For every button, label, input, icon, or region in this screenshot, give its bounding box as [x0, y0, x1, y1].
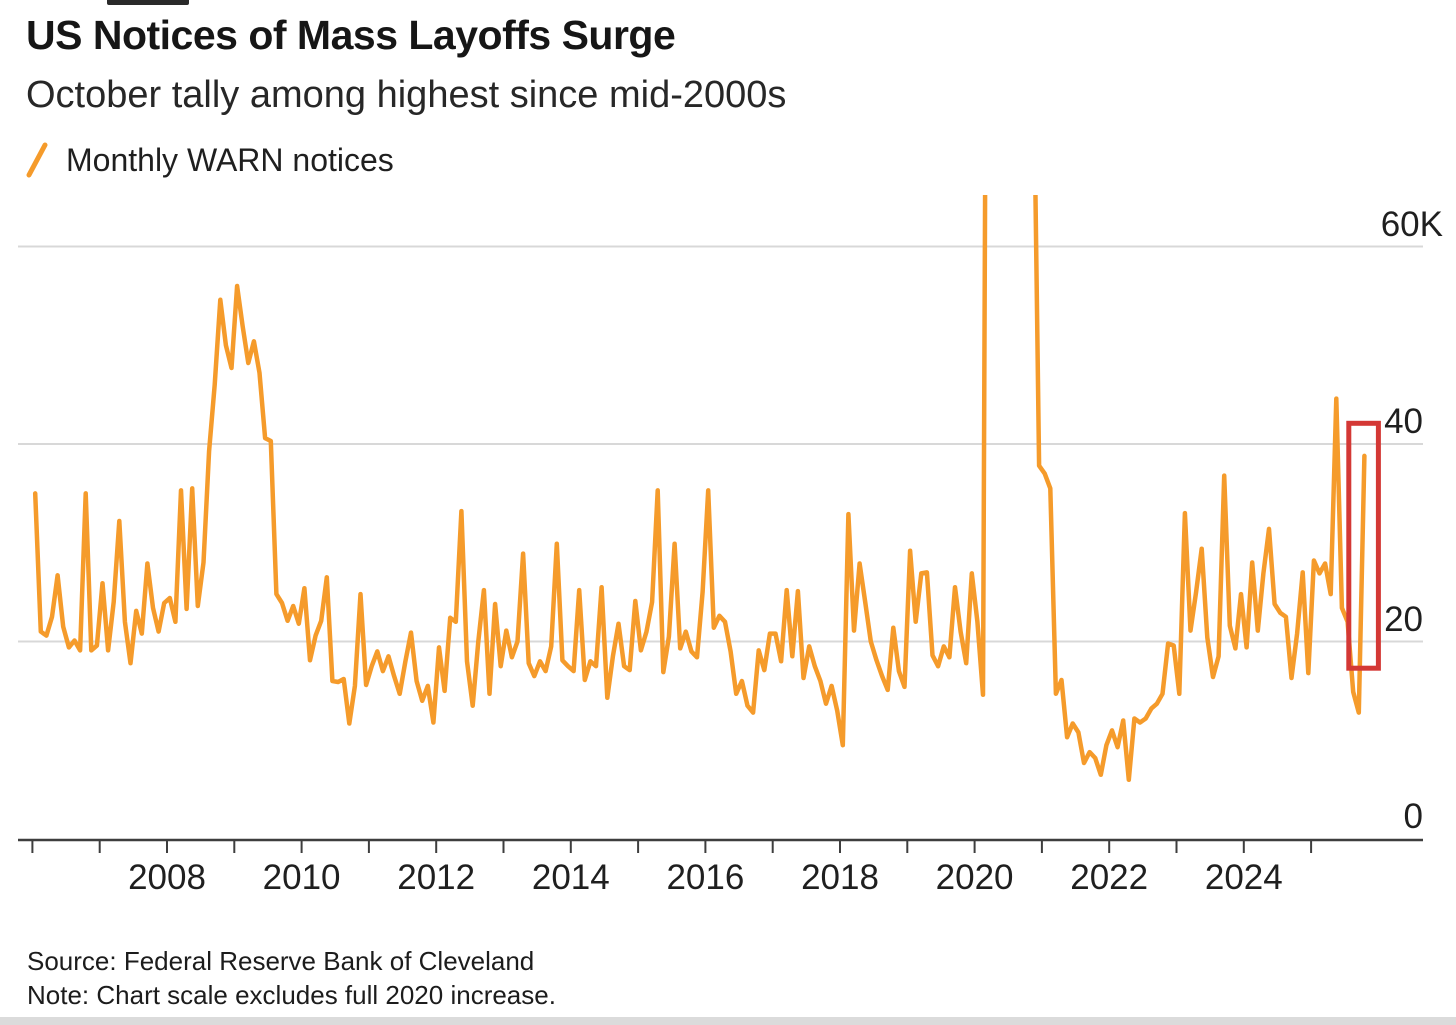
- x-axis-ticks: [31, 841, 1313, 853]
- chart-title: US Notices of Mass Layoffs Surge: [26, 12, 676, 58]
- y-axis-label: 40: [1384, 402, 1423, 441]
- source-line: Source: Federal Reserve Bank of Clevelan…: [27, 946, 535, 976]
- bottom-divider-bar: [0, 1017, 1456, 1025]
- cropped-text-fragment: [107, 0, 189, 5]
- y-axis-label: 0: [1403, 797, 1423, 836]
- legend-series-label: Monthly WARN notices: [66, 141, 394, 178]
- x-axis-label: 2020: [935, 858, 1014, 897]
- y-axis-label: 60K: [1380, 204, 1443, 244]
- x-axis-label: 2016: [666, 858, 745, 897]
- chart-subtitle: October tally among highest since mid-20…: [26, 74, 787, 116]
- legend-line-icon: [26, 142, 48, 178]
- x-axis-label: 2014: [531, 858, 610, 897]
- legend: Monthly WARN notices: [26, 141, 394, 179]
- x-axis-label: 2022: [1070, 858, 1149, 897]
- note-line: Note: Chart scale excludes full 2020 inc…: [27, 980, 556, 1010]
- x-axis-label: 2010: [262, 858, 341, 897]
- x-axis-label: 2024: [1204, 858, 1283, 897]
- warn-notices-line: [32, 195, 1367, 783]
- october-highlight-box: [1346, 420, 1381, 671]
- y-axis-label: 20: [1384, 599, 1423, 639]
- horizontal-gridlines: [18, 245, 1423, 643]
- x-axis-label: 2008: [128, 858, 206, 897]
- x-axis-label: 2012: [397, 858, 476, 897]
- x-axis-label: 2018: [801, 858, 879, 897]
